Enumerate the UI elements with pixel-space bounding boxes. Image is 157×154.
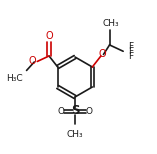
Text: S: S: [71, 105, 79, 118]
Text: CH₃: CH₃: [102, 19, 119, 28]
Text: F: F: [128, 52, 133, 61]
Text: O: O: [86, 107, 92, 116]
Text: O: O: [28, 57, 36, 67]
Text: F: F: [128, 42, 133, 51]
Text: H₃C: H₃C: [6, 75, 23, 83]
Text: O: O: [57, 107, 65, 116]
Text: O: O: [45, 31, 53, 41]
Text: O: O: [98, 49, 106, 59]
Text: CH₃: CH₃: [67, 130, 83, 139]
Text: F: F: [128, 47, 133, 56]
